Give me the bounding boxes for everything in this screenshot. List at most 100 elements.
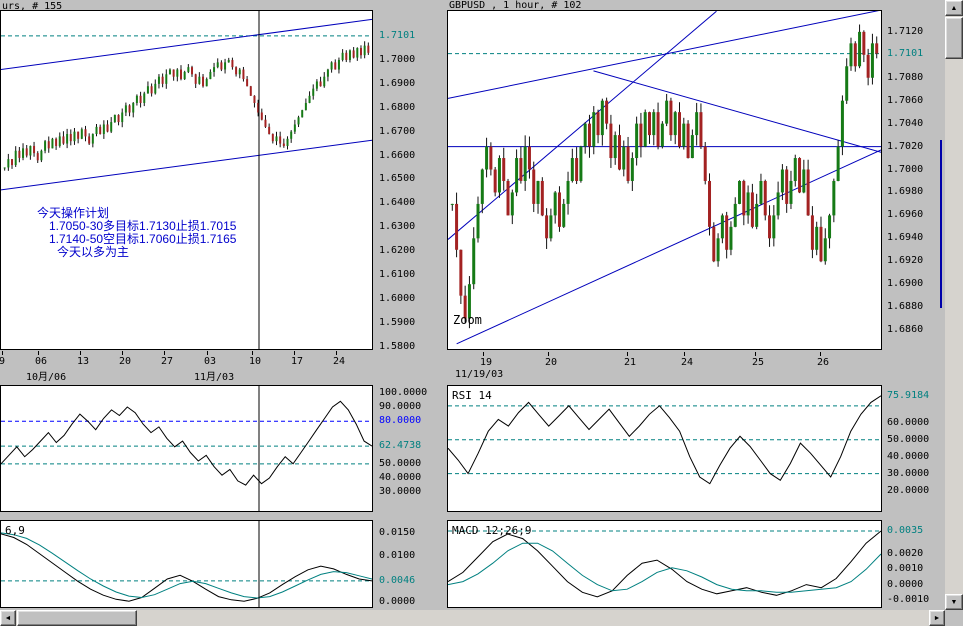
price-axis-label: 1.7000: [887, 163, 924, 175]
tick-mark: [122, 351, 123, 355]
price-axis-label: 1.6880: [887, 301, 924, 313]
price-axis-label: 1.6860: [887, 324, 924, 336]
tick-mark: [80, 351, 81, 355]
scroll-up-button[interactable]: ▲: [945, 0, 963, 16]
tick-mark: [684, 352, 685, 356]
time-axis-label: 9: [0, 356, 6, 367]
date-axis-label: 11月/03: [194, 372, 235, 383]
annotation-line: 1.7050-30多目标1.7130止损1.7015: [49, 219, 237, 233]
left-chart-title: urs, # 155: [2, 1, 63, 12]
horizontal-scrollbar[interactable]: ◄ ►: [0, 610, 945, 626]
price-axis-label: 1.6920: [887, 255, 924, 267]
right-macd-panel[interactable]: MACD 12;26;9: [447, 520, 882, 608]
price-axis-label: 1.6960: [887, 209, 924, 221]
price-axis-label: 0.0020: [887, 547, 924, 559]
time-axis-label: 03: [204, 356, 217, 367]
left-oscillator-canvas[interactable]: [1, 386, 372, 511]
tick-mark: [164, 351, 165, 355]
price-axis-label: 1.7101: [887, 47, 924, 59]
price-axis-label: 30.0000: [379, 486, 422, 498]
tick-mark: [38, 351, 39, 355]
left-oscillator-panel[interactable]: [0, 385, 373, 512]
scrollbar-corner: [945, 610, 963, 626]
left-macd-panel[interactable]: 6,9: [0, 520, 373, 608]
time-axis-label: 06: [35, 356, 48, 367]
price-axis-label: 0.0046: [379, 574, 416, 586]
price-axis-label: 1.6300: [379, 221, 416, 233]
time-axis-label: 21: [624, 357, 637, 368]
time-axis-label: 24: [681, 357, 694, 368]
right-price-chart-canvas[interactable]: [448, 11, 881, 349]
price-axis-label: 1.6900: [379, 77, 416, 89]
right-price-chart-panel[interactable]: Zoom: [447, 10, 882, 350]
price-axis-label: 1.6400: [379, 197, 416, 209]
price-axis-label: 1.7000: [379, 53, 416, 65]
left-price-chart-panel[interactable]: 今天操作计划 1.7050-30多目标1.7130止损1.7015 1.7140-5…: [0, 10, 373, 350]
left-macd-canvas[interactable]: [1, 521, 372, 607]
price-axis-label: 20.0000: [887, 484, 930, 496]
price-axis-label: 80.0000: [379, 415, 422, 427]
price-axis-label: 1.7020: [887, 140, 924, 152]
price-axis-label: 62.4738: [379, 440, 422, 452]
price-axis-label: 0.0035: [887, 524, 924, 536]
price-axis-label: 100.0000: [379, 386, 428, 398]
right-rsi-canvas[interactable]: [448, 386, 881, 511]
left-oscillator-axis: 100.0000 90.0000 80.0000 62.4738 50.0000 40.0…: [376, 385, 438, 517]
price-axis-label: 1.7101: [379, 29, 416, 41]
time-axis-label: 10: [249, 356, 262, 367]
price-axis-label: 1.6600: [379, 149, 416, 161]
time-axis-label: 20: [119, 356, 132, 367]
tick-mark: [627, 352, 628, 356]
price-axis-label: 1.7060: [887, 94, 924, 106]
date-axis-label: 11/19/03: [455, 369, 504, 380]
tick-mark: [252, 351, 253, 355]
right-rsi-axis: 75.9184 60.0000 50.0000 40.0000 30.0000 20.00…: [884, 385, 946, 517]
tick-mark: [755, 352, 756, 356]
price-axis-label: 90.0000: [379, 401, 422, 413]
price-axis-label: 1.6900: [887, 278, 924, 290]
price-axis-label: 1.5900: [379, 316, 416, 328]
arrow-down-icon: ▼: [950, 598, 958, 606]
price-axis-label: 1.7120: [887, 25, 924, 37]
tick-mark: [207, 351, 208, 355]
scroll-left-button[interactable]: ◄: [0, 610, 16, 626]
scroll-down-button[interactable]: ▼: [945, 594, 963, 610]
left-price-chart-canvas[interactable]: [1, 11, 372, 349]
price-axis-label: 40.0000: [887, 450, 930, 462]
price-axis-label: 40.0000: [379, 472, 422, 484]
tick-mark: [294, 351, 295, 355]
time-axis-label: 17: [291, 356, 304, 367]
vertical-scrollbar[interactable]: ▲ ▼: [945, 0, 963, 610]
time-axis-label: 24: [333, 356, 346, 367]
price-axis-label: 1.6940: [887, 232, 924, 244]
price-axis-label: -0.0010: [887, 593, 930, 605]
right-macd-label: MACD 12;26;9: [452, 524, 532, 537]
price-axis-label: 30.0000: [887, 467, 930, 479]
price-axis-label: 1.6200: [379, 245, 416, 257]
price-axis-label: 1.5800: [379, 340, 416, 352]
time-axis-label: 25: [752, 357, 765, 368]
time-axis-label: 13: [77, 356, 90, 367]
price-axis-label: 75.9184: [887, 389, 930, 401]
price-axis-label: 0.0000: [887, 578, 924, 590]
horizontal-scroll-thumb[interactable]: [17, 610, 137, 626]
time-axis-label: 26: [817, 357, 830, 368]
annotation-line: 今天操作计划: [37, 206, 110, 220]
right-time-axis: 19 20 21 24 25 26 11/19/03: [447, 352, 882, 382]
price-axis-label: 1.6980: [887, 186, 924, 198]
right-rsi-label: RSI 14: [452, 389, 492, 402]
vertical-scroll-thumb[interactable]: [945, 17, 963, 59]
right-chart-title: GBPUSD , 1 hour, # 102: [449, 0, 582, 11]
right-price-axis: 1.7120 1.7101 1.7080 1.7060 1.7040 1.7020 1.70…: [884, 10, 946, 358]
right-macd-axis: 0.0035 0.0020 0.0010 0.0000 -0.0010: [884, 520, 946, 612]
price-axis-label: 60.0000: [887, 416, 930, 428]
trade-plan-annotation: 今天操作计划 1.7050-30多目标1.7130止损1.7015 1.7140-5…: [37, 207, 236, 259]
price-axis-label: 0.0010: [887, 563, 924, 575]
right-rsi-panel[interactable]: RSI 14: [447, 385, 882, 512]
right-macd-canvas[interactable]: [448, 521, 881, 607]
price-axis-label: 0.0000: [379, 596, 416, 608]
price-axis-label: 0.0100: [379, 549, 416, 561]
scroll-right-button[interactable]: ►: [929, 610, 945, 626]
price-axis-label: 1.6700: [379, 125, 416, 137]
